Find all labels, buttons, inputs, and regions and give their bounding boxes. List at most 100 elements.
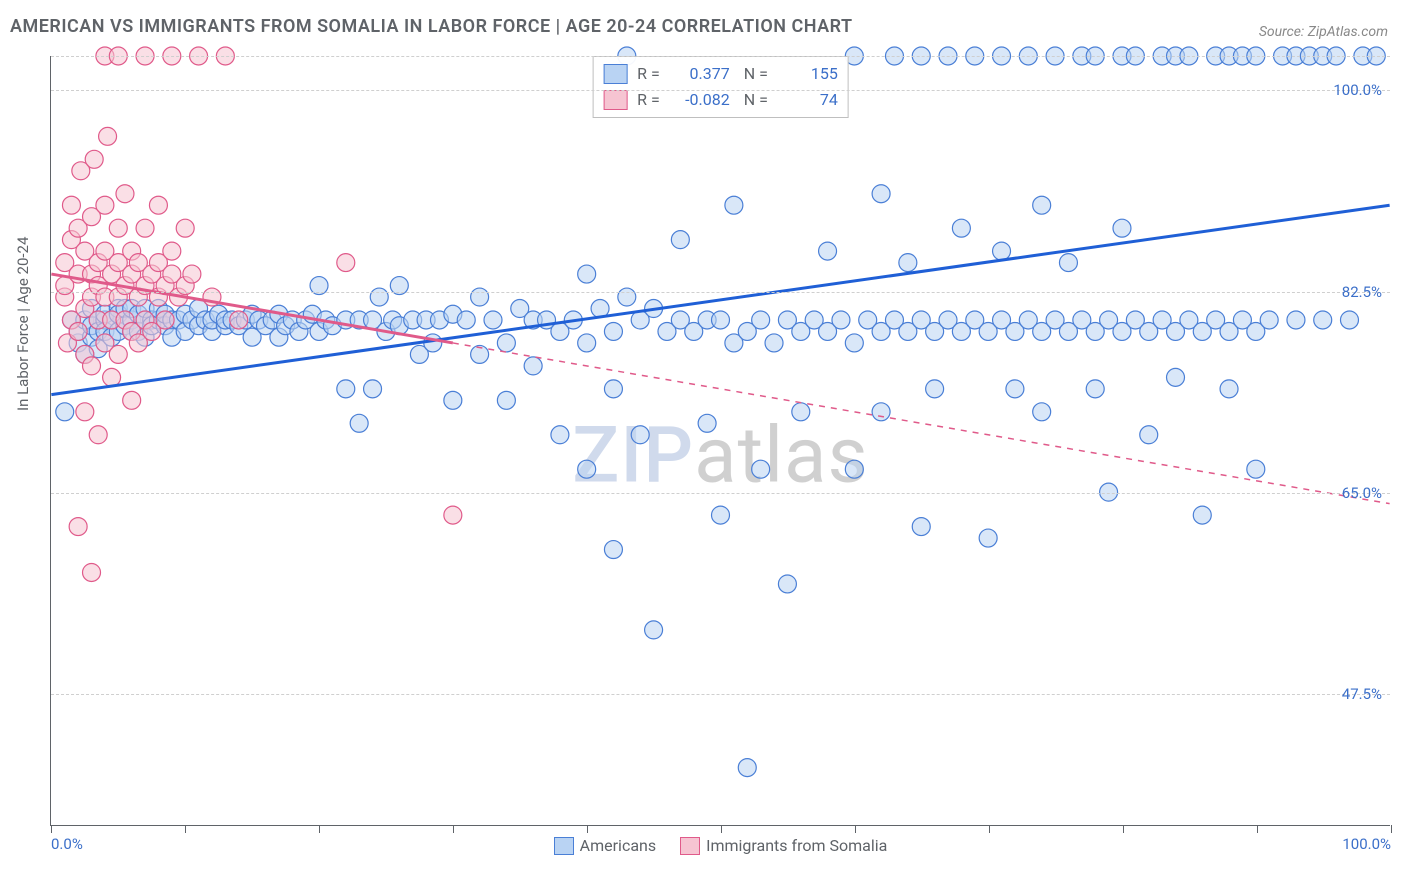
scatter-point [1287, 311, 1305, 329]
y-axis-label: In Labor Force | Age 20-24 [14, 237, 32, 411]
scatter-point [738, 759, 756, 777]
scatter-point [484, 311, 502, 329]
scatter-point [832, 311, 850, 329]
scatter-point [99, 127, 117, 145]
stat-r: 0.377 [670, 61, 730, 87]
scatter-point [497, 334, 515, 352]
scatter-point [578, 265, 596, 283]
scatter-point [163, 242, 181, 260]
scatter-point [1086, 380, 1104, 398]
legend-swatch [554, 837, 574, 855]
y-tick-label: 100.0% [1333, 81, 1382, 99]
scatter-point [792, 403, 810, 421]
scatter-point [123, 391, 141, 409]
scatter-point [979, 529, 997, 547]
scatter-point [183, 265, 201, 283]
scatter-point [230, 311, 248, 329]
legend-bottom: Americans Immigrants from Somalia [51, 836, 1390, 855]
scatter-point [457, 311, 475, 329]
scatter-point [1193, 506, 1211, 524]
scatter-point [604, 541, 622, 559]
scatter-point [444, 391, 462, 409]
scatter-point [1340, 311, 1358, 329]
scatter-point [872, 185, 890, 203]
scatter-point [1260, 311, 1278, 329]
scatter-point [176, 219, 194, 237]
y-tick-label: 47.5% [1342, 685, 1382, 703]
scatter-point [872, 403, 890, 421]
scatter-point [62, 196, 80, 214]
scatter-point [76, 403, 94, 421]
legend-swatch [603, 90, 627, 110]
scatter-point [645, 621, 663, 639]
scatter-point [149, 196, 167, 214]
scatter-point [912, 518, 930, 536]
scatter-svg [51, 56, 1390, 825]
legend-swatch [603, 64, 627, 84]
scatter-point [1006, 380, 1024, 398]
scatter-point [96, 196, 114, 214]
scatter-point [1314, 311, 1332, 329]
scatter-point [752, 311, 770, 329]
scatter-point [926, 380, 944, 398]
scatter-point [136, 219, 154, 237]
scatter-point [671, 231, 689, 249]
scatter-point [551, 426, 569, 444]
scatter-point [698, 414, 716, 432]
scatter-point [444, 506, 462, 524]
scatter-point [1113, 219, 1131, 237]
scatter-point [604, 380, 622, 398]
chart-title: AMERICAN VS IMMIGRANTS FROM SOMALIA IN L… [10, 16, 853, 37]
scatter-point [752, 460, 770, 478]
scatter-point [89, 426, 107, 444]
stats-legend: R =0.377 N =155R =-0.082 N =74 [592, 56, 849, 118]
scatter-point [1033, 403, 1051, 421]
scatter-point [69, 322, 87, 340]
stats-row: R =0.377 N =155 [603, 61, 838, 87]
x-tick-label: 0.0% [51, 835, 83, 853]
scatter-point [952, 219, 970, 237]
scatter-point [604, 322, 622, 340]
scatter-point [725, 196, 743, 214]
y-tick-label: 65.0% [1342, 484, 1382, 502]
scatter-point [845, 334, 863, 352]
scatter-point [69, 518, 87, 536]
scatter-point [1059, 254, 1077, 272]
scatter-point [497, 391, 515, 409]
stat-n: 155 [778, 61, 838, 87]
scatter-point [712, 506, 730, 524]
scatter-point [631, 426, 649, 444]
correlation-chart: AMERICAN VS IMMIGRANTS FROM SOMALIA IN L… [0, 0, 1406, 892]
scatter-point [83, 357, 101, 375]
trend-line [51, 205, 1389, 394]
scatter-point [899, 254, 917, 272]
x-tick-label: 100.0% [1342, 835, 1391, 853]
legend-item: Immigrants from Somalia [680, 836, 887, 855]
scatter-point [819, 242, 837, 260]
scatter-point [350, 414, 368, 432]
scatter-point [1140, 426, 1158, 444]
scatter-point [712, 311, 730, 329]
scatter-point [1247, 460, 1265, 478]
plot-area: ZIPatlas R =0.377 N =155R =-0.082 N =74 … [50, 56, 1390, 826]
scatter-point [364, 380, 382, 398]
scatter-point [845, 460, 863, 478]
source-attribution: Source: ZipAtlas.com [1259, 24, 1388, 40]
scatter-point [778, 575, 796, 593]
legend-item: Americans [554, 836, 656, 855]
scatter-point [83, 564, 101, 582]
trend-line-dashed [453, 343, 1390, 504]
scatter-point [1033, 196, 1051, 214]
legend-label: Americans [580, 836, 656, 855]
scatter-point [578, 460, 596, 478]
scatter-point [109, 345, 127, 363]
scatter-point [56, 403, 74, 421]
scatter-point [337, 254, 355, 272]
scatter-point [337, 380, 355, 398]
scatter-point [85, 150, 103, 168]
scatter-point [156, 311, 174, 329]
y-tick-label: 82.5% [1342, 283, 1382, 301]
scatter-point [109, 219, 127, 237]
legend-label: Immigrants from Somalia [706, 836, 887, 855]
scatter-point [578, 334, 596, 352]
